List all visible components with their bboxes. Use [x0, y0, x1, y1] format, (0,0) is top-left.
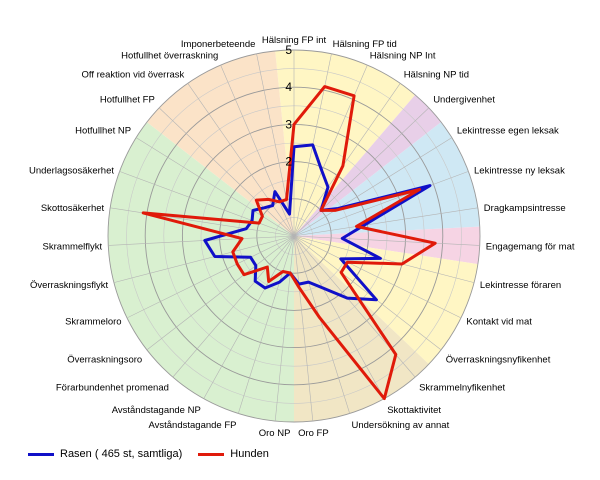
category-label: Skrammelnyfikenhet [419, 383, 505, 394]
category-label: Hälsning FP tid [333, 39, 397, 50]
grid-spoke [293, 64, 368, 237]
category-label: Lekintresse egen leksak [457, 125, 559, 136]
grid-spoke [293, 235, 475, 283]
legend-label-hunden: Hunden [230, 448, 269, 460]
grid-spoke [146, 235, 295, 351]
category-label: Hotfullhet överraskning [121, 51, 218, 62]
category-label: Hälsning NP Int [370, 51, 436, 62]
tick-label: 4 [285, 80, 292, 94]
sector-band [294, 236, 429, 422]
legend-swatch-hunden [198, 452, 225, 456]
category-label: Hälsning NP tid [404, 69, 469, 80]
category-label: Lekintresse föraren [480, 280, 561, 291]
grid-spoke [172, 235, 295, 378]
grid-spoke [293, 235, 385, 399]
category-label: Förarbundenhet promenad [56, 383, 169, 394]
grid-spoke [293, 171, 469, 237]
grid-spoke [187, 83, 295, 237]
grid-spoke [293, 83, 401, 237]
sector-band [294, 226, 481, 265]
grid-spoke [135, 137, 295, 237]
grid-spoke [293, 207, 478, 237]
sector-band [108, 122, 295, 422]
category-label: Skottaktivitet [387, 405, 441, 416]
grid-spoke [108, 235, 295, 246]
grid-spoke [293, 235, 462, 319]
category-label: Hotfullhet FP [100, 95, 155, 106]
category-label: Avståndstagande FP [148, 420, 236, 431]
category-label: Lekintresse ny leksak [474, 165, 565, 176]
grid-spoke [293, 107, 430, 237]
grid-spoke [274, 235, 295, 422]
category-label: Off reaktion vid överrask [82, 69, 185, 80]
category-label: Kontakt vid mat [466, 317, 532, 328]
legend-label-rasen: Rasen ( 465 st, samtliga) [60, 448, 183, 460]
legend: Rasen ( 465 st, samtliga) Hunden [28, 444, 285, 464]
grid-spoke [256, 53, 295, 237]
category-label: Oro FP [298, 428, 329, 439]
legend-item-rasen: Rasen ( 465 st, samtliga) [28, 448, 182, 460]
category-label: Hotfullhet NP [75, 125, 131, 136]
grid-spoke [293, 235, 480, 246]
category-label: Dragkampsintresse [484, 203, 566, 214]
grid-spoke [220, 64, 295, 237]
tick-label: 5 [285, 43, 292, 57]
tick-label: 2 [285, 155, 292, 169]
tick-label: 3 [285, 117, 292, 131]
category-label: Engagemang för mat [486, 242, 575, 253]
grid-spoke [203, 235, 295, 399]
category-label: Imponerbeteende [181, 39, 255, 50]
grid-spoke [293, 235, 442, 351]
category-label: Hälsning FP int [262, 35, 327, 46]
grid-spoke [126, 235, 295, 319]
series-line-hunden [141, 85, 437, 401]
legend-item-hunden: Hunden [198, 448, 269, 460]
grid-spoke [238, 235, 295, 414]
category-label: Avståndstagande NP [112, 405, 201, 416]
category-label: Överraskningsflykt [30, 280, 108, 291]
category-label: Undergivenhet [433, 95, 495, 106]
category-label: Skrammeloro [65, 317, 122, 328]
grid-spoke [293, 137, 453, 237]
grid-spoke [293, 235, 350, 414]
category-label: Skrammelflykt [43, 242, 103, 253]
grid-spoke [110, 207, 295, 237]
legend-swatch-rasen [28, 452, 54, 456]
grid-spoke [113, 235, 295, 283]
grid-spoke [158, 107, 295, 237]
category-label: Oro NP [259, 428, 291, 439]
category-label: Undersökning av annat [352, 420, 450, 431]
sector-band [146, 50, 294, 236]
category-label: Skottosäkerhet [41, 203, 105, 214]
tick-labels: 2 3 4 5 [285, 43, 292, 169]
grid-spoke [119, 171, 295, 237]
category-label: Överraskningsnyfikenhet [446, 355, 551, 366]
grid-spoke [293, 235, 314, 422]
category-label: Överraskningsoro [67, 355, 142, 366]
series-lines [141, 85, 437, 401]
category-label: Underlagsosäkerhet [29, 165, 114, 176]
